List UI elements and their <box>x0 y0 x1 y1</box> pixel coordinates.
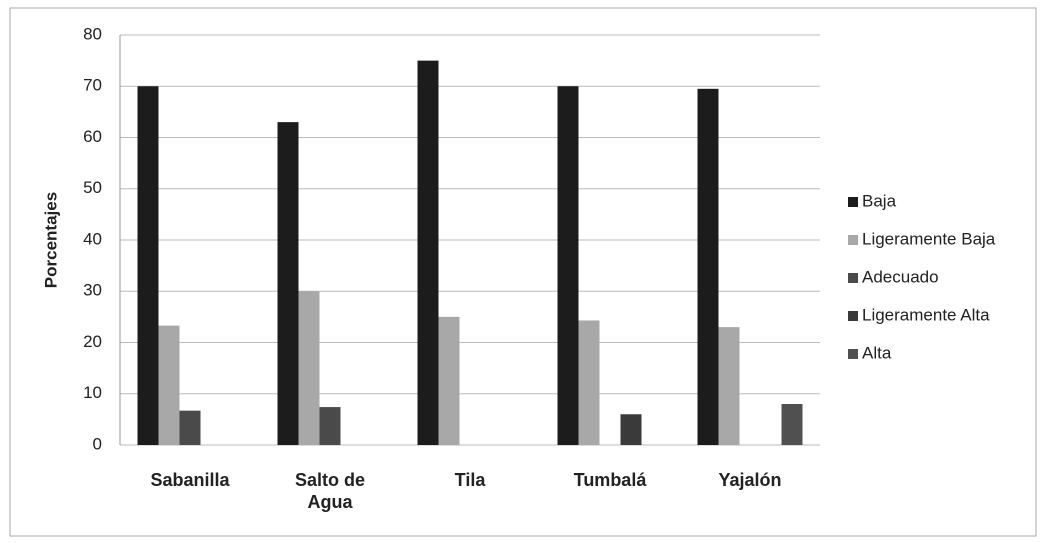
bar <box>718 327 740 445</box>
y-tick-label: 70 <box>83 76 102 95</box>
legend-label: Adecuado <box>862 267 939 286</box>
x-tick-label: Tila <box>454 470 486 490</box>
y-tick-label: 20 <box>83 332 102 351</box>
y-tick-label: 10 <box>83 383 102 402</box>
x-tick-label: Salto de Agua <box>294 470 365 512</box>
bar <box>137 86 159 445</box>
bar <box>417 60 439 445</box>
chart-frame <box>9 7 1037 537</box>
y-tick-label: 40 <box>83 229 102 248</box>
y-tick-label: 60 <box>83 127 102 146</box>
legend-swatch <box>848 273 858 283</box>
bar <box>319 407 341 445</box>
y-axis-title: Porcentajes <box>41 192 60 288</box>
bar <box>578 320 600 445</box>
y-tick-label: 30 <box>83 281 102 300</box>
bar <box>620 414 642 445</box>
bar <box>557 86 579 445</box>
legend-label: Alta <box>862 343 892 362</box>
bar <box>277 122 299 445</box>
legend-label: Ligeramente Alta <box>862 305 990 324</box>
y-tick-label: 50 <box>83 178 102 197</box>
bar <box>781 404 803 445</box>
bar <box>438 316 460 445</box>
legend-swatch <box>848 349 858 359</box>
bar <box>179 410 201 445</box>
legend-swatch <box>848 235 858 245</box>
legend-swatch <box>848 311 858 321</box>
bar <box>298 291 320 445</box>
bar <box>158 325 180 445</box>
legend-swatch <box>848 197 858 207</box>
legend-label: Ligeramente Baja <box>862 229 996 248</box>
y-tick-label: 80 <box>83 24 102 43</box>
y-tick-label: 0 <box>93 434 102 453</box>
legend-label: Baja <box>862 191 897 210</box>
x-tick-label: Sabanilla <box>150 470 230 490</box>
bar <box>697 88 719 445</box>
x-tick-label: Yajalón <box>718 470 782 490</box>
x-tick-label: Tumbalá <box>573 470 647 490</box>
